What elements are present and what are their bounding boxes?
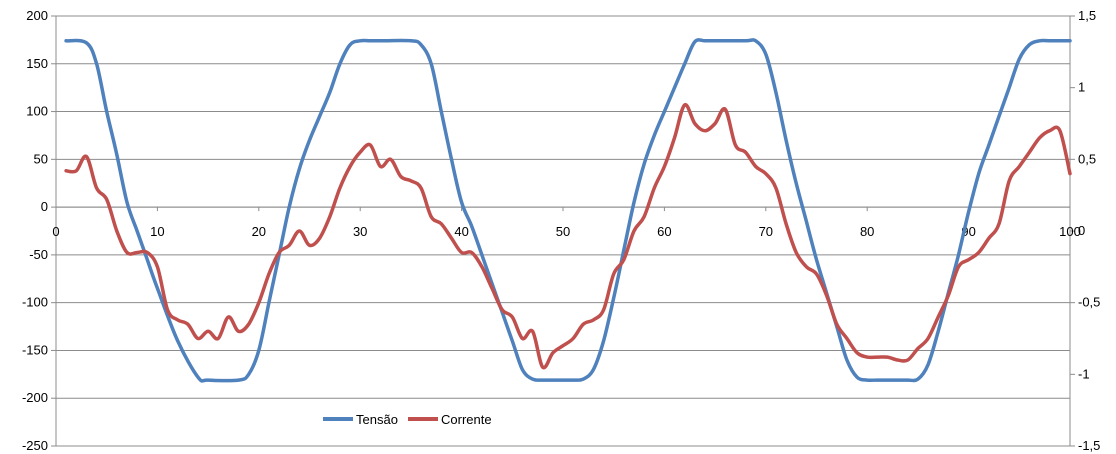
series-line-tensao — [64, 38, 1072, 383]
x-tick-label: 100 — [1059, 224, 1081, 239]
x-tick-label: 70 — [759, 224, 773, 239]
x-tick-label: 0 — [52, 224, 59, 239]
legend: Tensão Corrente — [323, 412, 492, 427]
right-tick-label: 0,5 — [1078, 151, 1096, 166]
right-tick-label: -1 — [1078, 366, 1090, 381]
x-tick-label: 80 — [860, 224, 874, 239]
left-tick-label: 0 — [41, 199, 48, 214]
right-tick-label: -0,5 — [1078, 295, 1100, 310]
x-tick-label: 20 — [252, 224, 266, 239]
left-tick-label: 150 — [26, 56, 48, 71]
right-tick-label: 0 — [1078, 223, 1085, 238]
right-tick-label: 1 — [1078, 80, 1085, 95]
x-tick-label: 50 — [556, 224, 570, 239]
legend-label-tensao: Tensão — [356, 412, 398, 427]
left-tick-label: -200 — [22, 390, 48, 405]
left-tick-label: -250 — [22, 438, 48, 453]
series-lines — [64, 38, 1072, 383]
left-tick-label: -100 — [22, 295, 48, 310]
x-axis-ticks: 0 10 20 30 40 50 60 70 80 90 100 — [52, 207, 1081, 239]
right-tick-label: -1,5 — [1078, 438, 1100, 453]
left-tick-label: -50 — [29, 247, 48, 262]
left-tick-label: 100 — [26, 104, 48, 119]
left-tick-label: 50 — [34, 151, 48, 166]
x-tick-label: 40 — [454, 224, 468, 239]
right-axis-ticks: 1,5 1 0,5 0 -0,5 -1 -1,5 — [1070, 8, 1100, 453]
x-tick-label: 30 — [353, 224, 367, 239]
left-axis-ticks: 200 150 100 50 0 -50 -100 -150 -200 -250 — [22, 8, 56, 453]
x-tick-label: 60 — [657, 224, 671, 239]
series-line-corrente — [64, 103, 1072, 370]
left-tick-label: -150 — [22, 342, 48, 357]
legend-label-corrente: Corrente — [441, 412, 492, 427]
x-tick-label: 10 — [150, 224, 164, 239]
right-tick-label: 1,5 — [1078, 8, 1096, 23]
left-tick-label: 200 — [26, 8, 48, 23]
